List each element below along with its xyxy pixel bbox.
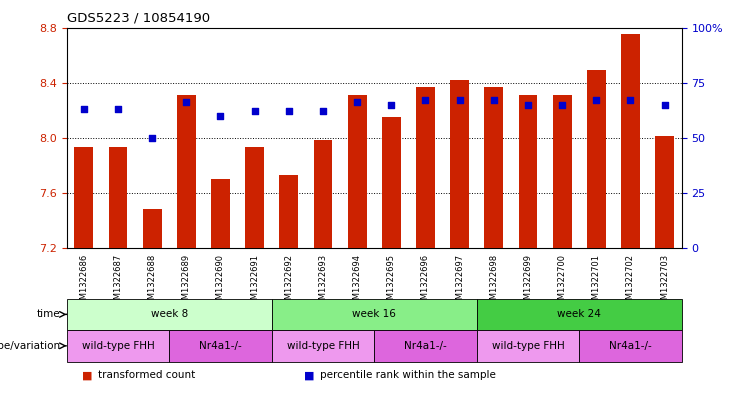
Bar bbox=[143, 209, 162, 248]
Text: Nr4a1-/-: Nr4a1-/- bbox=[609, 341, 652, 351]
Bar bbox=[579, 330, 682, 362]
Point bbox=[112, 106, 124, 112]
Text: ■: ■ bbox=[304, 370, 314, 380]
Bar bbox=[519, 95, 537, 248]
Text: time: time bbox=[37, 309, 61, 320]
Point bbox=[522, 101, 534, 108]
Text: week 24: week 24 bbox=[557, 309, 601, 320]
Point bbox=[659, 101, 671, 108]
Text: transformed count: transformed count bbox=[98, 370, 195, 380]
Bar bbox=[74, 147, 93, 248]
Bar bbox=[553, 95, 571, 248]
Bar bbox=[279, 174, 298, 248]
Point bbox=[351, 99, 363, 105]
Bar bbox=[587, 70, 605, 248]
Text: wild-type FHH: wild-type FHH bbox=[491, 341, 565, 351]
Point bbox=[625, 97, 637, 103]
Bar bbox=[169, 330, 272, 362]
Bar bbox=[67, 330, 169, 362]
Point bbox=[453, 97, 465, 103]
Bar bbox=[382, 117, 401, 248]
Text: Nr4a1-/-: Nr4a1-/- bbox=[404, 341, 447, 351]
Bar bbox=[655, 136, 674, 248]
Bar bbox=[211, 179, 230, 248]
Point bbox=[385, 101, 397, 108]
Text: percentile rank within the sample: percentile rank within the sample bbox=[320, 370, 496, 380]
Bar bbox=[108, 147, 127, 248]
Bar bbox=[621, 35, 640, 248]
Point bbox=[419, 97, 431, 103]
Point bbox=[180, 99, 192, 105]
Point bbox=[146, 134, 158, 141]
Point bbox=[317, 108, 329, 114]
Text: GDS5223 / 10854190: GDS5223 / 10854190 bbox=[67, 12, 210, 25]
Text: wild-type FHH: wild-type FHH bbox=[287, 341, 359, 351]
Text: ■: ■ bbox=[82, 370, 92, 380]
Point bbox=[249, 108, 261, 114]
Point bbox=[78, 106, 90, 112]
Bar bbox=[476, 299, 682, 330]
Bar bbox=[67, 299, 272, 330]
Bar bbox=[177, 95, 196, 248]
Bar bbox=[348, 95, 367, 248]
Point bbox=[283, 108, 295, 114]
Text: genotype/variation: genotype/variation bbox=[0, 341, 61, 351]
Text: week 16: week 16 bbox=[352, 309, 396, 320]
Bar bbox=[272, 330, 374, 362]
Point bbox=[556, 101, 568, 108]
Point bbox=[591, 97, 602, 103]
Text: Nr4a1-/-: Nr4a1-/- bbox=[199, 341, 242, 351]
Bar bbox=[451, 80, 469, 248]
Bar bbox=[485, 87, 503, 248]
Bar bbox=[313, 140, 333, 248]
Point bbox=[488, 97, 499, 103]
Text: week 8: week 8 bbox=[150, 309, 187, 320]
Bar bbox=[476, 330, 579, 362]
Bar bbox=[245, 147, 264, 248]
Point bbox=[215, 112, 227, 119]
Text: wild-type FHH: wild-type FHH bbox=[82, 341, 154, 351]
Bar bbox=[272, 299, 476, 330]
Bar bbox=[416, 87, 435, 248]
Bar bbox=[374, 330, 476, 362]
